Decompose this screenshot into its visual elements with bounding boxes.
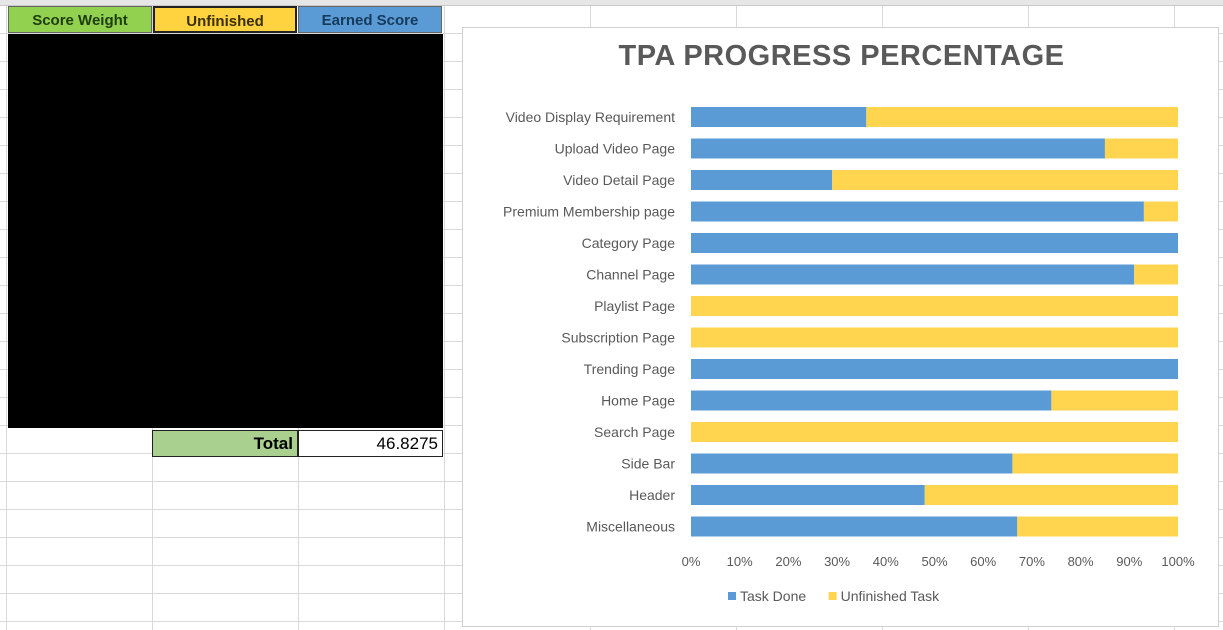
- category-label: Search Page: [594, 424, 675, 440]
- bar-unfinished-task: [1012, 453, 1178, 474]
- bar-unfinished-task: [1051, 390, 1178, 411]
- category-label: Premium Membership page: [503, 204, 675, 220]
- legend-label: Task Done: [740, 588, 806, 604]
- category-label: Upload Video Page: [555, 141, 676, 157]
- bar-task-done: [691, 201, 1144, 222]
- chart-title: TPA PROGRESS PERCENTAGE: [618, 40, 1065, 72]
- category-label: Channel Page: [586, 267, 675, 283]
- bar-task-done: [691, 264, 1135, 285]
- x-tick-label: 20%: [775, 554, 801, 569]
- category-label: Video Display Requirement: [506, 109, 675, 125]
- header-earned-score[interactable]: Earned Score: [298, 6, 442, 33]
- header-unfinished[interactable]: Unfinished: [153, 6, 297, 33]
- redacted-cell-range[interactable]: [8, 34, 443, 428]
- bar-unfinished-task: [691, 422, 1178, 442]
- x-tick-label: 10%: [727, 554, 753, 569]
- x-tick-label: 60%: [970, 554, 996, 569]
- bar-unfinished-task: [1017, 516, 1178, 537]
- x-tick-label: 70%: [1019, 554, 1045, 569]
- total-label-cell[interactable]: Total: [152, 430, 298, 457]
- header-score-weight[interactable]: Score Weight: [8, 6, 152, 33]
- x-tick-label: 100%: [1161, 554, 1195, 569]
- bar-task-done: [691, 485, 925, 505]
- category-label: Side Bar: [621, 456, 675, 472]
- bar-task-done: [691, 516, 1018, 537]
- x-tick-label: 80%: [1068, 554, 1094, 569]
- bar-unfinished-task: [691, 296, 1178, 316]
- stacked-bar-chart: Video Display Requirement Upload Video Pa…: [503, 107, 1195, 604]
- bar-task-done: [691, 107, 867, 127]
- total-value-cell[interactable]: 46.8275: [298, 430, 443, 457]
- category-label: Miscellaneous: [586, 519, 675, 535]
- bar-unfinished-task: [924, 485, 1178, 505]
- bar-task-done: [691, 138, 1105, 159]
- category-label: Header: [629, 487, 675, 503]
- bar-task-done: [691, 233, 1178, 253]
- category-label: Playlist Page: [594, 298, 675, 314]
- bar-task-done: [691, 390, 1052, 411]
- category-label: Category Page: [582, 235, 676, 251]
- legend-swatch-task-done: [728, 592, 736, 600]
- bar-unfinished-task: [1104, 138, 1178, 159]
- x-tick-label: 50%: [921, 554, 947, 569]
- bar-task-done: [691, 359, 1178, 379]
- category-label: Video Detail Page: [563, 172, 675, 188]
- bar-task-done: [691, 170, 833, 190]
- bar-unfinished-task: [691, 327, 1178, 348]
- category-label: Trending Page: [584, 361, 676, 377]
- category-label: Subscription Page: [561, 330, 675, 346]
- bar-unfinished-task: [1143, 201, 1178, 222]
- legend-swatch-unfinished-task: [828, 592, 837, 600]
- bar-unfinished-task: [832, 170, 1178, 190]
- x-tick-label: 30%: [824, 554, 850, 569]
- chart-area[interactable]: TPA PROGRESS PERCENTAGE Video Display Re…: [462, 27, 1219, 627]
- legend-label: Unfinished Task: [841, 588, 941, 604]
- bar-unfinished-task: [1134, 264, 1178, 285]
- bar-unfinished-task: [866, 107, 1178, 127]
- ribbon-edge: [0, 0, 1223, 6]
- x-tick-label: 0%: [682, 554, 701, 569]
- x-tick-label: 90%: [1116, 554, 1142, 569]
- category-label: Home Page: [601, 393, 675, 409]
- x-tick-label: 40%: [873, 554, 899, 569]
- bar-task-done: [691, 453, 1013, 474]
